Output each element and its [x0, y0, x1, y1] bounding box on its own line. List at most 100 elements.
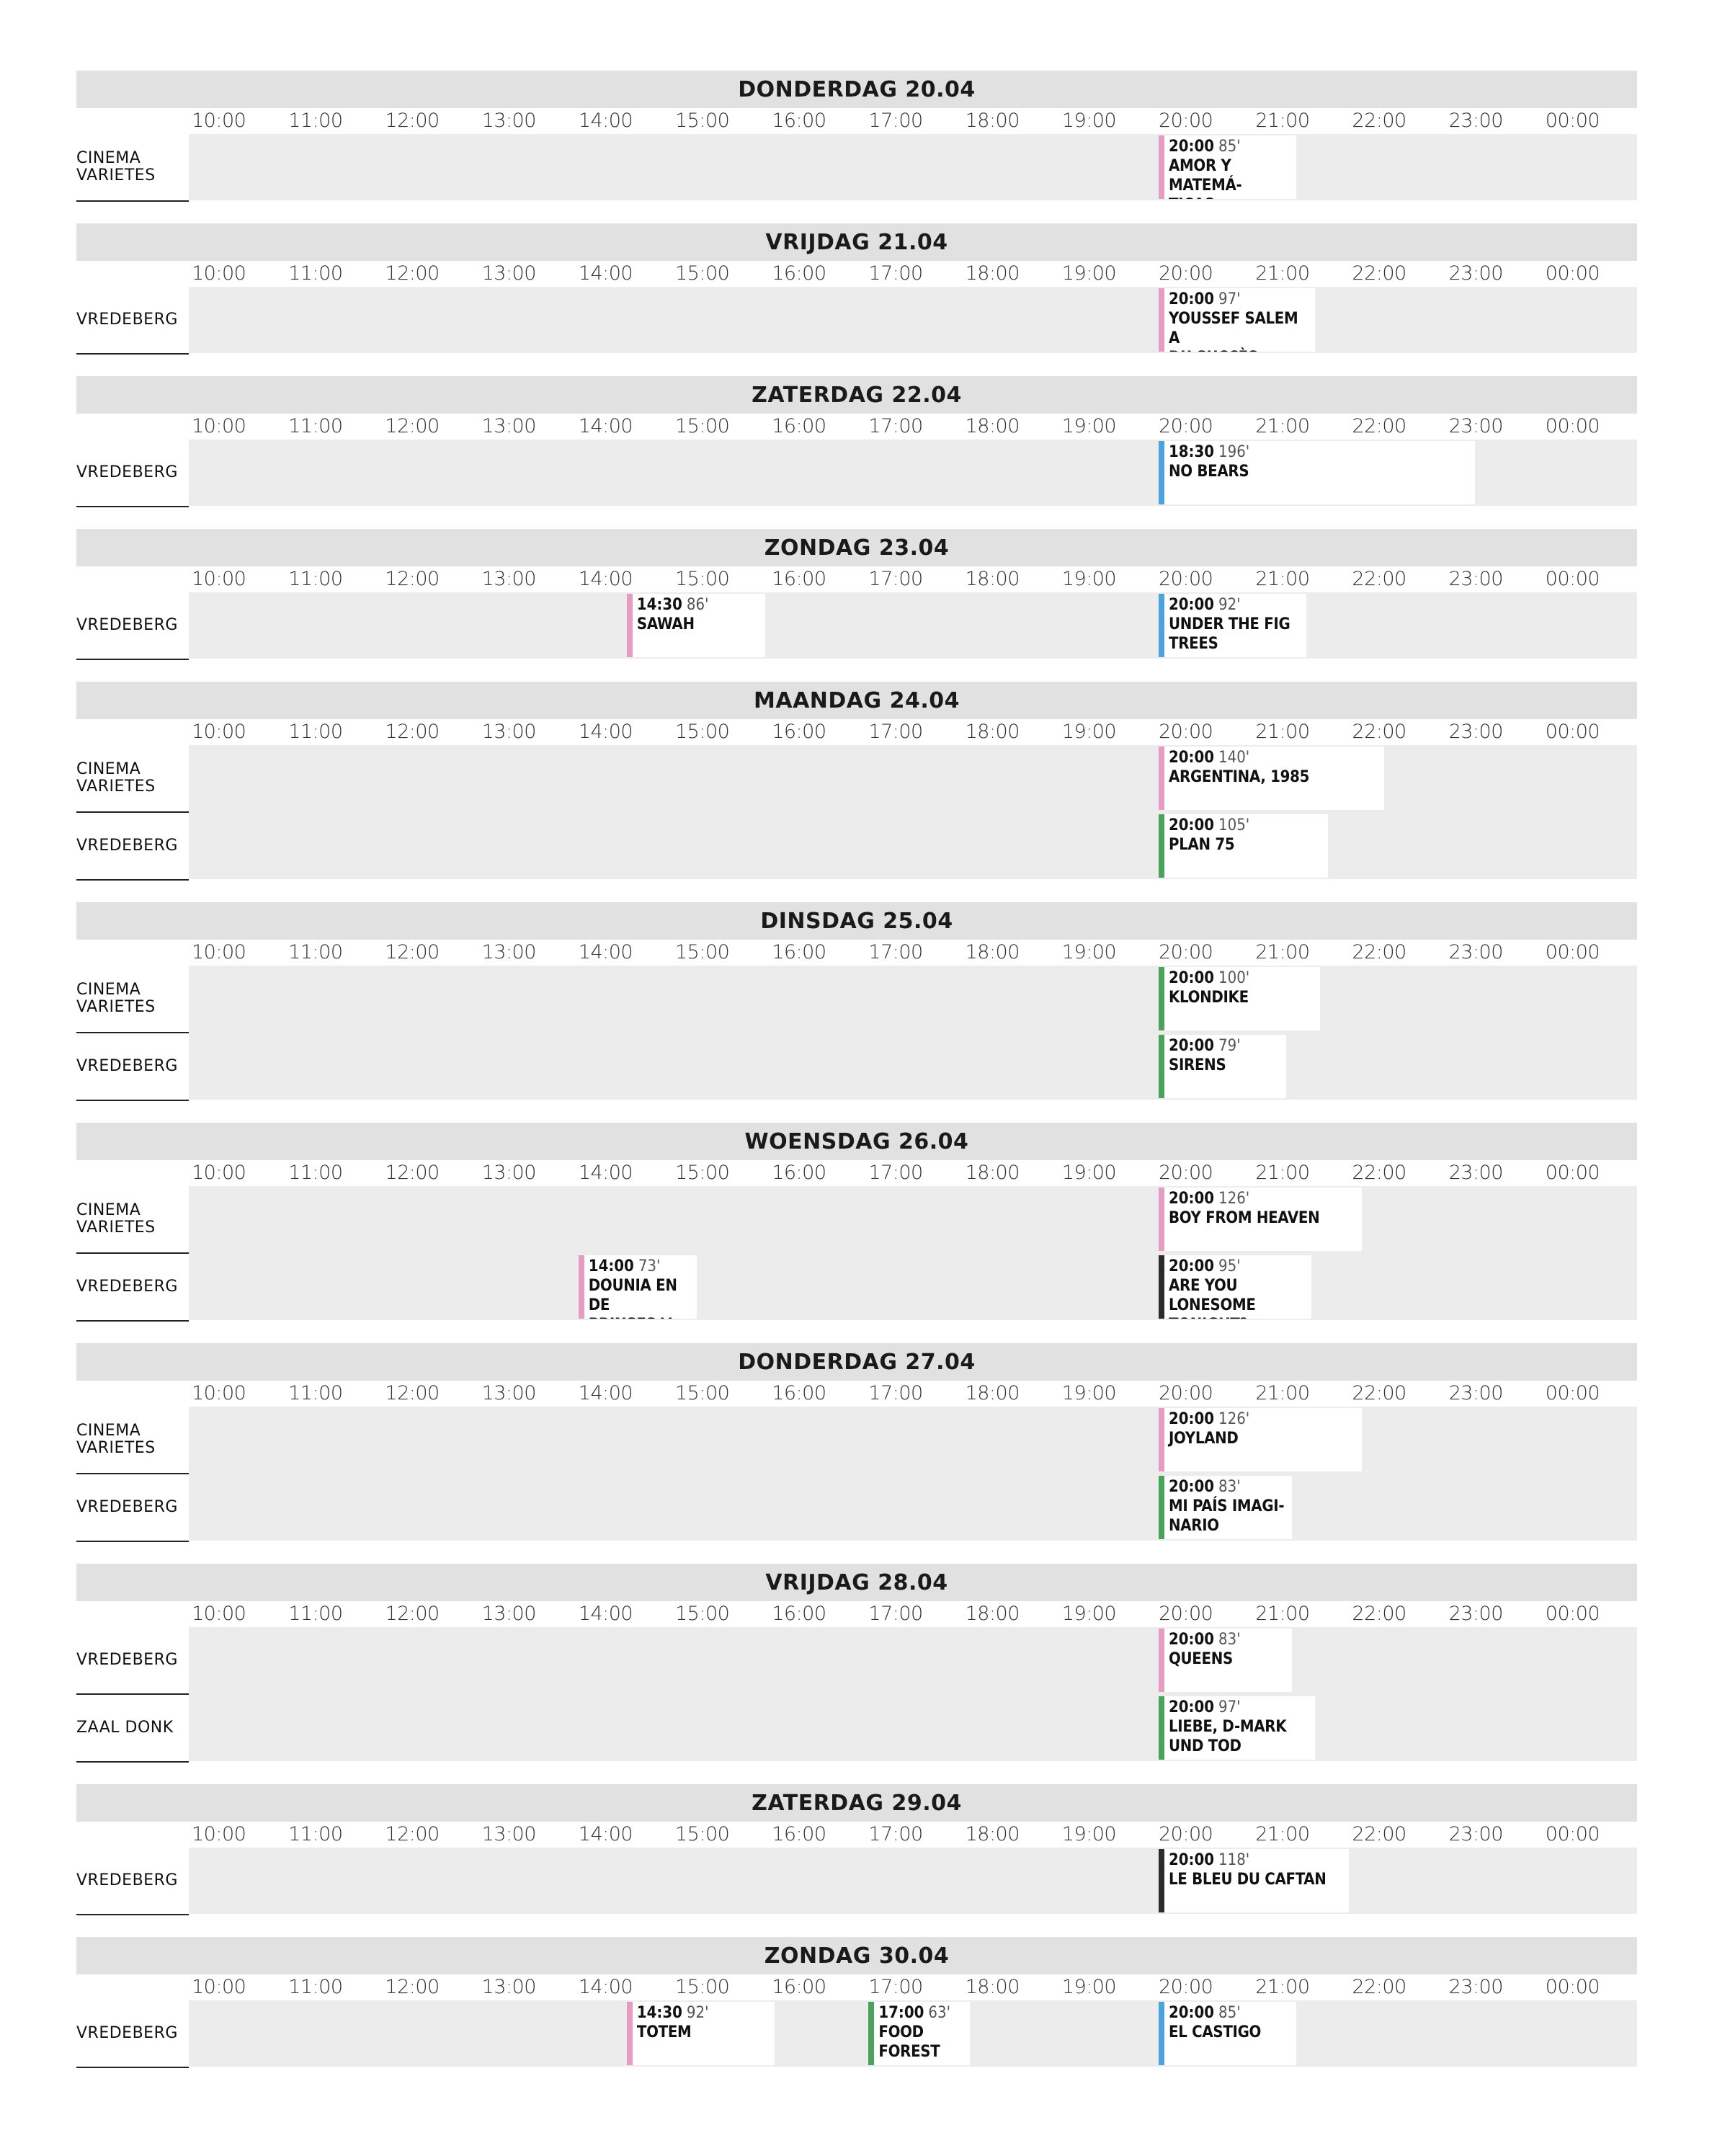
time-tick: 21:00: [1255, 415, 1310, 437]
time-tick: 17:00: [868, 1976, 923, 1998]
screening-meta: 17:00 63': [878, 2004, 966, 2023]
time-tick: 17:00: [868, 1603, 923, 1625]
timeline-track: [189, 1627, 1637, 1695]
day-header: WOENSDAG 26.04: [76, 1123, 1637, 1160]
time-axis: 10:00 11:00 12:00 13:00 14:00 15:00 16:00 17:00…: [0, 1974, 1712, 2000]
screening-time: 20:00: [1169, 969, 1215, 987]
time-axis: 10:00 11:00 12:00 13:00 14:00 15:00 16:00 17:00…: [0, 566, 1712, 592]
time-tick: 12:00: [385, 1823, 440, 1845]
venue-divider: [76, 506, 189, 507]
screening-meta: 20:00 92': [1169, 596, 1302, 615]
screening-duration: 97': [1218, 290, 1241, 308]
screening-card-under-the-fig-trees[interactable]: 20:00 92' UNDER THE FIG TREES: [1159, 594, 1307, 657]
venue-label: VREDEBERG: [76, 2024, 178, 2042]
venue-label: VREDEBERG: [76, 311, 178, 329]
screening-meta: 18:30 196': [1169, 443, 1471, 462]
time-axis: 10:00 11:00 12:00 13:00 14:00 15:00 16:00 17:00…: [0, 108, 1712, 134]
screening-card-argentina-1985[interactable]: 20:00 140' ARGENTINA, 1985: [1159, 747, 1384, 810]
screening-meta: 20:00 83': [1169, 1478, 1288, 1497]
timeline-track: [189, 1254, 1637, 1320]
time-tick: 19:00: [1061, 415, 1117, 437]
category-color-bar: [578, 1255, 584, 1319]
day-header: ZATERDAG 22.04: [76, 376, 1637, 414]
time-tick: 11:00: [288, 1382, 343, 1404]
venue-label: CINEMA VARIETES: [76, 981, 156, 1016]
time-tick: 16:00: [772, 1603, 826, 1625]
time-tick: 20:00: [1159, 262, 1213, 285]
screening-card-sawah[interactable]: 14:30 86' SAWAH: [626, 594, 765, 657]
time-tick: 12:00: [385, 262, 440, 285]
time-axis: 10:00 11:00 12:00 13:00 14:00 15:00 16:00 17:00…: [0, 719, 1712, 745]
screening-title: JOYLAND: [1169, 1430, 1239, 1448]
time-tick: 13:00: [481, 262, 537, 285]
time-tick: 20:00: [1159, 110, 1213, 132]
screening-card-le-bleu-du-caftan[interactable]: 20:00 118' LE BLEU DU CAFTAN: [1159, 1849, 1350, 1912]
timeline-track: [189, 1033, 1637, 1100]
time-tick: 18:00: [965, 1382, 1020, 1404]
time-tick: 13:00: [481, 1162, 537, 1184]
screening-duration: 79': [1218, 1037, 1241, 1055]
screening-time: 17:00: [878, 2004, 924, 2022]
venue-label: VREDEBERG: [76, 1871, 178, 1889]
screening-card-joyland[interactable]: 20:00 126' JOYLAND: [1159, 1408, 1362, 1471]
screening-time: 20:00: [1169, 1851, 1215, 1869]
time-tick: 15:00: [675, 1823, 730, 1845]
time-tick: 16:00: [772, 721, 826, 743]
time-tick: 13:00: [481, 1823, 537, 1845]
venue-label: VREDEBERG: [76, 1278, 178, 1296]
screening-card-sirens[interactable]: 20:00 79' SIRENS: [1159, 1035, 1287, 1098]
time-tick: 15:00: [675, 1976, 730, 1998]
screening-card-food-forest[interactable]: 17:00 63' FOOD FOREST: [868, 2002, 971, 2065]
category-color-bar: [1159, 814, 1164, 878]
time-tick: 19:00: [1061, 568, 1117, 590]
time-tick: 10:00: [192, 1382, 246, 1404]
time-tick: 16:00: [772, 415, 826, 437]
day-header: DINSDAG 25.04: [76, 902, 1637, 940]
venue-divider: [76, 1761, 189, 1763]
screening-card-el-castigo[interactable]: 20:00 85' EL CASTIGO: [1159, 2002, 1296, 2065]
screening-meta: 20:00 97': [1169, 1698, 1311, 1717]
time-tick: 20:00: [1159, 721, 1213, 743]
screening-title: UNDER THE FIG TREES: [1169, 615, 1290, 653]
time-tick: 10:00: [192, 1976, 246, 1998]
time-tick: 16:00: [772, 1162, 826, 1184]
screening-card-totem[interactable]: 14:30 92' TOTEM: [626, 2002, 775, 2065]
screening-card-boy-from-heaven[interactable]: 20:00 126' BOY FROM HEAVEN: [1159, 1188, 1362, 1251]
time-tick: 21:00: [1255, 1162, 1310, 1184]
screening-card-klondike[interactable]: 20:00 100' KLONDIKE: [1159, 967, 1321, 1030]
time-tick: 22:00: [1352, 1162, 1406, 1184]
timeline-track: [189, 592, 1637, 659]
day-header: DONDERDAG 20.04: [76, 71, 1637, 108]
time-tick: 13:00: [481, 110, 537, 132]
time-tick: 12:00: [385, 568, 440, 590]
screening-card-mi-pa-s-imagi-nario[interactable]: 20:00 83' MI PAÍS IMAGI- NARIO: [1159, 1476, 1293, 1539]
screening-title: TOTEM: [636, 2023, 692, 2041]
screening-card-plan-75[interactable]: 20:00 105' PLAN 75: [1159, 814, 1328, 878]
day-header: ZATERDAG 29.04: [76, 1784, 1637, 1822]
venue-row-vredeberg: VREDEBERG 14:30 86' SAWAH 20:00 92' UNDER THE …: [0, 592, 1712, 660]
time-tick: 10:00: [192, 1162, 246, 1184]
category-color-bar: [1159, 2002, 1164, 2065]
time-tick: 18:00: [965, 568, 1020, 590]
time-tick: 11:00: [288, 1162, 343, 1184]
time-tick: 11:00: [288, 721, 343, 743]
screening-card-queens[interactable]: 20:00 83' QUEENS: [1159, 1629, 1293, 1692]
time-tick: 17:00: [868, 262, 923, 285]
screening-title: EL CASTIGO: [1169, 2023, 1262, 2041]
day-header: VRIJDAG 21.04: [76, 223, 1637, 261]
venue-row-vredeberg: VREDEBERG 20:00 83' MI PAÍS IMAGI- NARIO: [0, 1474, 1712, 1542]
time-tick: 21:00: [1255, 110, 1310, 132]
screening-meta: 20:00 85': [1169, 2004, 1292, 2023]
timeline-track: [189, 1695, 1637, 1761]
time-tick: 13:00: [481, 415, 537, 437]
screening-card-no-bears[interactable]: 18:30 196' NO BEARS: [1159, 441, 1475, 504]
screening-time: 18:30: [1169, 443, 1215, 461]
time-tick: 23:00: [1448, 941, 1504, 963]
venue-label: VREDEBERG: [76, 1651, 178, 1669]
venue-label: VREDEBERG: [76, 463, 178, 481]
screening-card-liebe-d-mark-und-tod[interactable]: 20:00 97' LIEBE, D-MARK UND TOD: [1159, 1696, 1316, 1760]
